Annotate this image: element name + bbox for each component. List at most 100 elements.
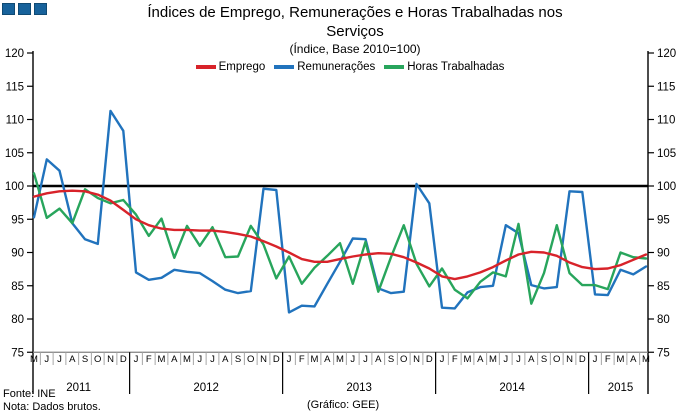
x-axis-month-label: F: [452, 354, 458, 365]
x-axis-month-label: O: [94, 354, 101, 365]
legend-marker-remuneracoes-icon: [274, 65, 295, 69]
x-axis-month-label: N: [107, 354, 114, 365]
x-axis-month-label: J: [197, 354, 202, 365]
x-axis-month-label: A: [324, 354, 331, 365]
y-axis-label-left: 75: [11, 347, 24, 359]
x-axis-month-label: D: [579, 354, 586, 365]
x-axis-month-label: J: [44, 354, 49, 365]
x-axis-month-label: O: [553, 354, 560, 365]
x-axis-month-label: M: [183, 354, 191, 365]
legend: Emprego Remunerações Horas Trabalhadas: [20, 61, 680, 73]
y-axis-label-right: 120: [657, 48, 676, 60]
x-axis-month-label: M: [311, 354, 319, 365]
chart-title-line2: Serviços: [326, 23, 384, 40]
x-axis-month-label: J: [57, 354, 62, 365]
y-axis-label-left: 100: [5, 181, 24, 193]
y-axis-label-right: 95: [657, 214, 670, 226]
x-axis-month-label: M: [489, 354, 497, 365]
x-axis-month-label: J: [210, 354, 215, 365]
y-axis-label-right: 100: [657, 181, 676, 193]
y-axis-label-right: 75: [657, 347, 670, 359]
x-axis-year-label: 2013: [346, 382, 372, 394]
x-axis-month-label: J: [516, 354, 521, 365]
legend-item-remuneracoes: Remunerações: [274, 61, 375, 73]
x-axis-month-label: S: [388, 354, 394, 365]
x-axis-month-label: A: [528, 354, 535, 365]
chart-title-line1: Índices de Emprego, Remunerações e Horas…: [147, 4, 563, 21]
x-axis-month-label: J: [350, 354, 355, 365]
series-line-emprego: [32, 189, 648, 281]
legend-label-horas: Horas Trabalhadas: [407, 61, 505, 73]
y-axis-label-right: 115: [657, 81, 675, 93]
y-axis-label-right: 85: [657, 281, 670, 293]
logo: [2, 3, 47, 15]
x-axis-month-label: S: [82, 354, 88, 365]
y-axis-label-right: 105: [657, 148, 676, 160]
y-axis-label-left: 120: [5, 48, 24, 60]
x-axis-month-label: J: [503, 354, 508, 365]
x-axis-month-label: A: [171, 354, 178, 365]
y-axis-label-left: 85: [11, 281, 24, 293]
x-axis-month-label: A: [375, 354, 382, 365]
x-axis-month-label: M: [617, 354, 625, 365]
y-axis-label-left: 110: [6, 115, 24, 127]
legend-item-horas: Horas Trabalhadas: [384, 61, 504, 73]
footer-credit: (Gráfico: GEE): [307, 399, 380, 411]
x-axis-month-label: M: [336, 354, 344, 365]
y-axis-label-right: 110: [657, 115, 675, 127]
x-axis-month-label: J: [363, 354, 368, 365]
x-axis-month-label: A: [69, 354, 76, 365]
x-axis-month-label: A: [630, 354, 637, 365]
x-axis-month-label: J: [440, 354, 445, 365]
x-axis-month-label: S: [235, 354, 241, 365]
x-axis-month-label: M: [30, 354, 38, 365]
x-axis-month-label: F: [605, 354, 611, 365]
x-axis-year-label: 2011: [66, 382, 91, 394]
logo-square: [34, 3, 47, 15]
y-axis-label-left: 80: [11, 314, 24, 326]
footer-note: Nota: Dados brutos.: [3, 401, 101, 413]
x-axis-month-label: F: [146, 354, 152, 365]
y-axis-label-right: 80: [657, 314, 670, 326]
y-axis-label-left: 90: [11, 248, 24, 260]
y-axis-label-left: 105: [5, 148, 24, 160]
x-axis-month-label: J: [593, 354, 598, 365]
x-axis-year-label: 2012: [193, 382, 219, 394]
x-axis-month-label: M: [464, 354, 472, 365]
x-axis-month-label: A: [222, 354, 229, 365]
logo-square: [18, 3, 31, 15]
legend-item-emprego: Emprego: [195, 61, 266, 73]
x-axis-month-label: A: [477, 354, 484, 365]
chart-subtitle: (Índice, Base 2010=100): [289, 42, 421, 56]
legend-label-remuneracoes: Remunerações: [297, 61, 376, 73]
x-axis-month-label: O: [400, 354, 407, 365]
x-axis-month-label: D: [273, 354, 280, 365]
x-axis-month-label: D: [120, 354, 127, 365]
x-axis-month-label: J: [287, 354, 292, 365]
x-axis-month-label: N: [413, 354, 420, 365]
x-axis-month-label: M: [158, 354, 166, 365]
x-axis-month-label: F: [299, 354, 305, 365]
y-axis-label-left: 95: [11, 214, 24, 226]
y-axis-label-left: 115: [6, 81, 24, 93]
x-axis-year-label: 2015: [608, 382, 634, 394]
legend-marker-horas-icon: [384, 65, 405, 69]
title-block: Índices de Emprego, Remunerações e Horas…: [30, 3, 680, 57]
x-axis-month-label: O: [247, 354, 254, 365]
legend-marker-emprego-icon: [195, 65, 216, 69]
x-axis-month-label: J: [134, 354, 139, 365]
series-line-horas-trabalhadas: [32, 172, 648, 305]
logo-square: [2, 3, 15, 15]
y-axis-label-right: 90: [657, 248, 670, 260]
x-axis-month-label: D: [426, 354, 433, 365]
x-axis-month-label: M: [642, 354, 650, 365]
x-axis-year-label: 2014: [499, 382, 525, 394]
x-axis-month-label: N: [566, 354, 573, 365]
x-axis-month-label: S: [541, 354, 547, 365]
series-line-remuneracoes: [32, 109, 648, 314]
footer-source: Fonte: INE: [3, 388, 56, 400]
legend-label-emprego: Emprego: [218, 61, 266, 73]
x-axis-month-label: N: [260, 354, 267, 365]
